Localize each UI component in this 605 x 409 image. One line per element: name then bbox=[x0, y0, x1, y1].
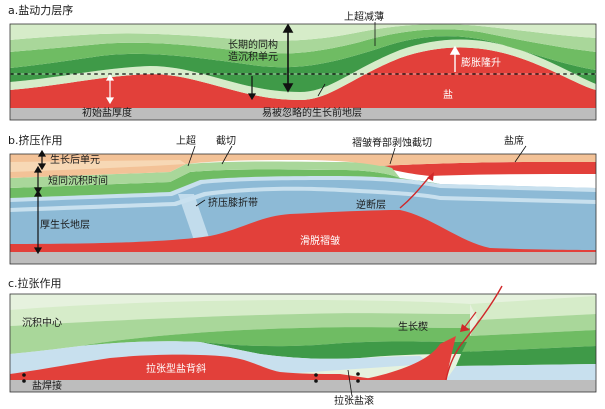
weld-dot bbox=[22, 379, 26, 383]
depocenter-label: 沉积中心 bbox=[22, 316, 62, 329]
basement-layer bbox=[10, 108, 596, 120]
short-growth-arrow bbox=[33, 165, 43, 195]
crest-erosion-leader bbox=[389, 147, 396, 165]
growth-wedge-label: 生长楔 bbox=[398, 320, 428, 333]
weld-dot bbox=[314, 373, 318, 377]
growth-layer-top bbox=[10, 24, 596, 41]
growth-layer-dark bbox=[10, 36, 596, 92]
growth-thickness-arrow bbox=[282, 23, 294, 93]
growth-wedge-block-3 bbox=[462, 330, 596, 352]
post-growth-strata-band bbox=[10, 160, 186, 172]
pre-growth-strata-light-2 bbox=[10, 186, 596, 212]
weld-dot bbox=[22, 373, 26, 377]
panel-b: b.挤压作用 bbox=[8, 133, 597, 265]
growth-wedge-block bbox=[470, 296, 596, 320]
uplift-arrow bbox=[449, 45, 461, 72]
growth-unit-label-1: 长期的同构 bbox=[228, 38, 278, 51]
uplift-label: 膨胀隆升 bbox=[461, 56, 501, 69]
basement-layer bbox=[10, 380, 596, 392]
thrust-fault bbox=[399, 175, 431, 209]
post-growth-label: 生长后单元 bbox=[50, 153, 100, 166]
weld-dot bbox=[314, 379, 318, 383]
salt-roller-leader bbox=[347, 369, 353, 397]
panel-a-title: a.盐动力层序 bbox=[8, 3, 73, 17]
growth-strata-green-light bbox=[10, 161, 400, 188]
salt-sheet-leader bbox=[514, 145, 527, 163]
panel-a-section: 上超减薄 长期的同构 造沉积单元 膨胀隆升 盐 初始盐厚度 易被忽略的生长前地层 bbox=[9, 10, 597, 121]
panel-a-frame bbox=[9, 23, 597, 121]
thick-pre-growth-label: 厚生长地层 bbox=[40, 218, 90, 231]
growth-wedge-block-blue bbox=[446, 364, 596, 380]
detachment-fold-salt bbox=[10, 210, 596, 252]
weld-dot bbox=[356, 372, 360, 376]
growth-layer-light bbox=[10, 24, 596, 54]
detachment-fold-label: 滑脱褶皱 bbox=[300, 234, 340, 247]
growth-layer-left-3 bbox=[80, 327, 470, 347]
post-growth-arrow bbox=[37, 149, 47, 171]
growth-layer-left-4 bbox=[200, 341, 470, 359]
panel-c-title: c.拉张作用 bbox=[8, 276, 62, 290]
growth-wedge-block-2 bbox=[470, 314, 596, 336]
panel-a: a.盐动力层序 bbox=[8, 3, 597, 121]
panel-c-section: 沉积中心 生长楔 拉张型盐背斜 盐焊接 拉张盐滚 bbox=[9, 285, 597, 407]
weld-dot bbox=[356, 379, 360, 383]
salt-body bbox=[10, 47, 596, 108]
initial-salt-label: 初始盐厚度 bbox=[82, 106, 132, 119]
salt-sheet bbox=[380, 162, 596, 176]
growth-layer-mid bbox=[10, 29, 596, 70]
truncation-label: 截切 bbox=[216, 134, 236, 147]
growth-unit-label-2: 造沉积单元 bbox=[228, 50, 278, 63]
growth-layer-left-2 bbox=[10, 313, 470, 354]
extensional-salt-anticline bbox=[10, 354, 380, 380]
panel-c-frame bbox=[9, 293, 597, 393]
truncation-leader bbox=[221, 145, 233, 165]
extensional-anticline-label: 拉张型盐背斜 bbox=[146, 362, 206, 375]
panel-b-frame bbox=[9, 153, 597, 265]
salt-sheet-label: 盐席 bbox=[504, 134, 524, 147]
pre-kinematic-leader bbox=[317, 83, 326, 97]
normal-fault bbox=[445, 285, 503, 381]
post-growth-strata bbox=[10, 154, 596, 178]
pre-kinematic-label: 易被忽略的生长前地层 bbox=[262, 106, 362, 119]
pre-growth-arrow bbox=[247, 76, 257, 101]
top-truncation-label: 上超减薄 bbox=[344, 10, 384, 23]
pre-growth-arrow bbox=[33, 189, 43, 255]
onlap-leader bbox=[187, 145, 196, 167]
kink-band-label: 挤压膝折带 bbox=[208, 196, 258, 209]
salt-roller bbox=[360, 336, 456, 380]
kink-band-leader bbox=[195, 199, 206, 207]
pre-growth-strata-light bbox=[10, 176, 596, 202]
basement-layer bbox=[10, 252, 596, 264]
thrust-fault-arrow bbox=[427, 172, 434, 181]
panel-b-section: 上超 截切 褶皱脊部剥蚀截切 盐席 生长后单元 短同沉积时间 厚生长地层 挤压膝… bbox=[9, 134, 597, 265]
growth-layer-left-1 bbox=[10, 300, 470, 326]
growth-wedge-block-4 bbox=[456, 346, 596, 366]
initial-salt-arrow bbox=[105, 73, 115, 105]
thrust-fault-label: 逆断层 bbox=[356, 198, 386, 211]
panel-c: c.拉张作用 沉积中心 bbox=[8, 276, 597, 407]
pre-growth-layer bbox=[10, 39, 596, 100]
fault-arrow-shaft bbox=[463, 311, 477, 329]
onlap-label: 上超 bbox=[176, 134, 196, 147]
short-growth-label: 短同沉积时间 bbox=[48, 174, 108, 187]
salt-roller-label: 拉张盐滚 bbox=[334, 394, 374, 407]
panel-b-title: b.挤压作用 bbox=[8, 133, 62, 147]
crest-erosion-label: 褶皱脊部剥蚀截切 bbox=[352, 136, 432, 149]
fault-arrow-down bbox=[460, 324, 470, 332]
growth-strata-green-dark bbox=[10, 169, 440, 198]
salt-label: 盐 bbox=[443, 88, 453, 101]
salt-weld-label: 盐焊接 bbox=[32, 379, 62, 392]
